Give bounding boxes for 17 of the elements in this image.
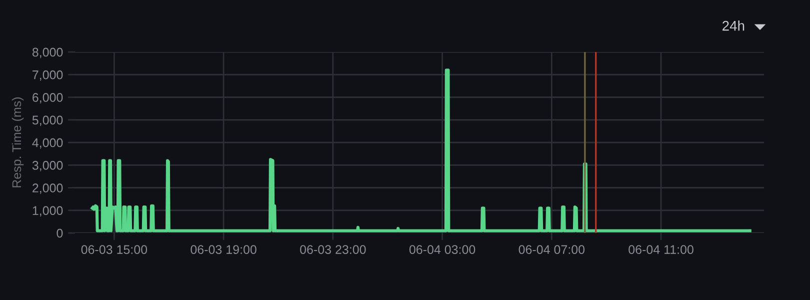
x-tick-label: 06-04 03:00 (409, 245, 476, 254)
y-tick-label: 2,000 (32, 184, 63, 194)
y-tick-label: 8,000 (32, 48, 63, 58)
x-tick-label: 06-04 11:00 (628, 245, 694, 254)
y-tick-label: 4,000 (32, 138, 63, 149)
x-tick-label: 06-03 23:00 (300, 245, 366, 254)
y-tick-label: 5,000 (32, 116, 63, 126)
text: 24h (722, 20, 744, 31)
x-tick-label: 06-04 07:00 (518, 245, 585, 254)
x-tick-label: 06-03 19:00 (190, 245, 256, 254)
x-tick-label: 06-03 15:00 (81, 245, 148, 254)
y-axis-title: Resp. Time (ms) (12, 97, 24, 188)
y-tick-label: 1,000 (32, 206, 63, 217)
y-tick-label: 6,000 (32, 93, 63, 104)
y-tick-label: 7,000 (32, 70, 63, 81)
y-tick-label: 0 (56, 228, 63, 238)
y-tick-label: 3,000 (32, 160, 63, 172)
